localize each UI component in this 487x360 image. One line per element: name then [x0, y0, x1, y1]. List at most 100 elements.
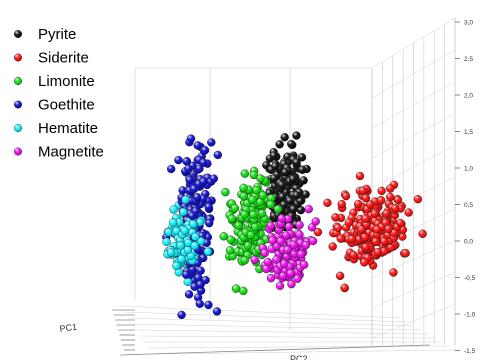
data-point	[381, 218, 390, 228]
grid-line	[371, 303, 456, 339]
data-point	[269, 151, 279, 160]
data-point	[344, 218, 354, 227]
data-point	[370, 209, 380, 218]
data-point	[196, 236, 206, 246]
data-point	[299, 260, 309, 269]
data-point	[204, 202, 213, 212]
data-point	[361, 194, 371, 203]
data-point	[371, 237, 380, 246]
data-point	[176, 241, 185, 250]
axis-line	[119, 344, 431, 356]
grid-line	[139, 335, 436, 339]
data-points	[162, 131, 427, 320]
data-point	[277, 214, 286, 223]
data-point	[404, 208, 413, 217]
legend-entry: Hematite	[13, 120, 98, 137]
data-point	[178, 186, 187, 195]
data-point	[341, 191, 351, 201]
data-point	[285, 196, 295, 206]
axis-ticks: 3,0 2,5 2,0 1,5 1,0 0,5 0,0 -0,5 -1,0 -1,5 PC2 PC1	[59, 20, 476, 360]
data-point	[196, 280, 205, 289]
data-point	[175, 218, 184, 227]
grid-line	[127, 317, 415, 327]
data-point	[335, 271, 345, 281]
data-point	[289, 205, 298, 214]
grid-line	[371, 49, 456, 99]
data-point	[337, 199, 346, 209]
data-point	[266, 273, 276, 283]
data-point	[313, 227, 323, 237]
data-point	[331, 213, 340, 222]
data-point	[266, 221, 275, 230]
data-point	[258, 191, 268, 200]
data-point	[333, 223, 343, 233]
data-point	[262, 264, 271, 274]
data-point	[323, 198, 332, 208]
data-point	[181, 195, 190, 204]
data-point	[191, 232, 200, 242]
data-point	[164, 228, 173, 237]
tick-label: 1,5	[464, 129, 473, 136]
data-point	[301, 190, 310, 199]
data-point	[252, 185, 261, 195]
legend-label: Goethite	[38, 97, 95, 114]
data-point	[174, 268, 184, 277]
data-point	[284, 222, 294, 231]
data-point	[308, 236, 318, 246]
data-point	[249, 210, 258, 220]
data-point	[221, 187, 230, 197]
data-point	[386, 243, 396, 252]
legend-label: Limonite	[38, 73, 95, 90]
data-point	[361, 243, 370, 252]
data-point	[204, 218, 214, 228]
data-point	[311, 217, 320, 226]
data-point	[185, 175, 194, 185]
data-point	[266, 200, 275, 209]
data-point	[239, 183, 248, 193]
data-point	[390, 228, 399, 238]
data-point	[289, 240, 298, 250]
legend-label: Hematite	[38, 120, 98, 137]
tick-label: 2,0	[464, 93, 473, 100]
data-point	[328, 242, 337, 251]
data-point	[249, 170, 259, 180]
legend-entry: Pyrite	[13, 26, 76, 43]
data-point	[213, 150, 223, 160]
data-point	[177, 310, 186, 320]
data-point	[260, 248, 269, 258]
data-point	[239, 192, 249, 201]
data-point	[278, 192, 287, 202]
data-point	[293, 274, 302, 283]
data-point	[184, 164, 193, 173]
data-point	[196, 286, 206, 295]
grid-line	[119, 305, 401, 319]
legend-label: Magnetite	[38, 144, 104, 161]
data-point	[162, 237, 171, 246]
data-point	[396, 218, 405, 228]
tick-label: -1,5	[464, 348, 476, 355]
data-point	[298, 165, 307, 174]
data-point	[225, 246, 235, 255]
data-point	[180, 226, 189, 235]
data-point	[361, 214, 370, 224]
data-point	[257, 209, 267, 218]
data-point	[240, 210, 249, 219]
data-point	[183, 245, 193, 255]
data-point	[349, 250, 358, 260]
tick-label: 0,5	[464, 202, 473, 209]
data-point	[280, 133, 289, 142]
legend-entry: Magnetite	[13, 144, 104, 161]
data-point	[366, 200, 375, 209]
grid-line	[371, 144, 456, 189]
data-point	[287, 279, 296, 289]
data-point	[239, 286, 248, 296]
data-point	[292, 191, 301, 200]
grid-line	[371, 81, 456, 129]
tick-label: 2,5	[464, 56, 473, 63]
data-point	[354, 199, 363, 209]
data-point	[193, 141, 202, 150]
data-point	[384, 224, 393, 234]
data-point	[280, 259, 289, 268]
data-point	[286, 269, 295, 278]
grid-line	[147, 345, 450, 349]
